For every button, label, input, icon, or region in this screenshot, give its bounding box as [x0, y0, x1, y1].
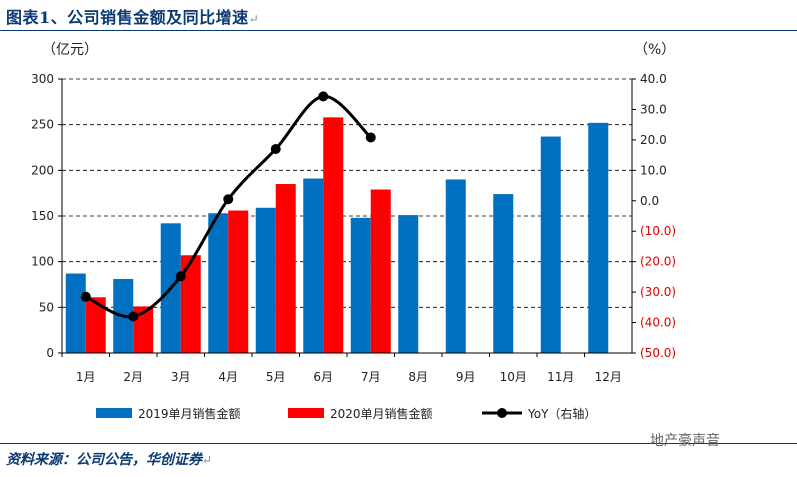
bar-2019	[65, 273, 86, 353]
x-tick-label: 5月	[266, 370, 286, 384]
x-tick-label: 10月	[500, 370, 527, 384]
bar-2019	[255, 207, 276, 353]
bar-2020	[323, 117, 344, 353]
bar-2020	[228, 210, 249, 353]
yoy-point	[318, 91, 329, 102]
bar-2020	[85, 297, 106, 353]
yoy-point	[80, 291, 91, 302]
left-axis-unit: （亿元）	[42, 42, 98, 58]
x-tick-label: 3月	[171, 370, 191, 384]
axes: 0 50 100 150 200 250 300 (50.0) (40.0) (30.0) (20.…	[31, 42, 676, 384]
grid-lines	[62, 78, 632, 308]
legend-label-2020: 2020单月销售金额	[330, 406, 433, 421]
x-tick-label: 12月	[595, 370, 622, 384]
right-tick-label: (20.0)	[640, 255, 676, 269]
x-tick-label: 7月	[361, 370, 381, 384]
bar-2019	[208, 213, 229, 353]
x-tick-label: 2月	[123, 370, 143, 384]
x-tick-label: 4月	[218, 370, 238, 384]
return-mark: ↵	[248, 12, 260, 26]
watermark: 地产豪声音	[650, 433, 720, 449]
right-tick-label: (10.0)	[640, 224, 676, 238]
yoy-point	[270, 144, 281, 155]
footer-divider	[0, 443, 797, 444]
left-tick-label: 300	[31, 72, 54, 86]
left-tick-label: 100	[31, 255, 54, 269]
x-tick-label: 8月	[408, 370, 428, 384]
page-title: 图表1、公司销售金额及同比增速↵	[6, 8, 260, 27]
yoy-point	[223, 194, 234, 205]
left-tick-label: 200	[31, 163, 54, 177]
x-tick-label: 6月	[313, 370, 333, 384]
left-tick-label: 150	[31, 209, 54, 223]
bar-2019	[493, 194, 514, 353]
right-tick-label: 40.0	[640, 72, 667, 86]
bar-2019	[303, 178, 324, 353]
bar-2019	[398, 215, 419, 353]
yoy-line	[80, 91, 376, 322]
x-tick-label: 1月	[76, 370, 96, 384]
return-mark: ↵	[202, 453, 213, 467]
left-tick-label: 250	[31, 118, 54, 132]
legend-swatch-2019	[96, 408, 132, 418]
bar-2019	[588, 122, 609, 353]
yoy-point	[175, 271, 186, 282]
left-tick-label: 0	[46, 346, 54, 360]
legend-label-2019: 2019单月销售金额	[138, 406, 241, 421]
yoy-point	[365, 132, 376, 143]
yoy-point	[128, 311, 139, 322]
sales-chart: 0 50 100 150 200 250 300 (50.0) (40.0) (30.0) (20.…	[31, 42, 676, 421]
bar-2020	[133, 306, 154, 353]
right-tick-label: (40.0)	[640, 316, 676, 330]
bar-2020	[275, 184, 296, 353]
left-tick-label: 50	[39, 300, 54, 314]
legend: 2019单月销售金额 2020单月销售金额 YoY（右轴）	[96, 406, 596, 421]
x-tick-label: 11月	[547, 370, 574, 384]
right-tick-label: 30.0	[640, 102, 667, 116]
right-tick-label: (50.0)	[640, 346, 676, 360]
legend-swatch-2020	[288, 408, 324, 418]
right-tick-label: 0.0	[640, 194, 659, 208]
legend-label-yoy: YoY（右轴）	[527, 406, 596, 421]
title-divider	[0, 30, 797, 31]
bar-2020	[180, 255, 201, 353]
right-axis-unit: （%）	[634, 42, 675, 58]
source-note: 资料来源：公司公告，华创证券↵	[6, 452, 213, 468]
bar-2020	[370, 189, 391, 353]
bars	[65, 117, 609, 353]
bar-2019	[350, 217, 371, 353]
right-tick-label: 20.0	[640, 133, 667, 147]
right-tick-label: (30.0)	[640, 285, 676, 299]
right-tick-label: 10.0	[640, 163, 667, 177]
legend-swatch-yoy-marker	[497, 408, 507, 418]
bar-2019	[540, 136, 561, 353]
x-tick-label: 9月	[456, 370, 476, 384]
bar-2019	[445, 179, 466, 353]
